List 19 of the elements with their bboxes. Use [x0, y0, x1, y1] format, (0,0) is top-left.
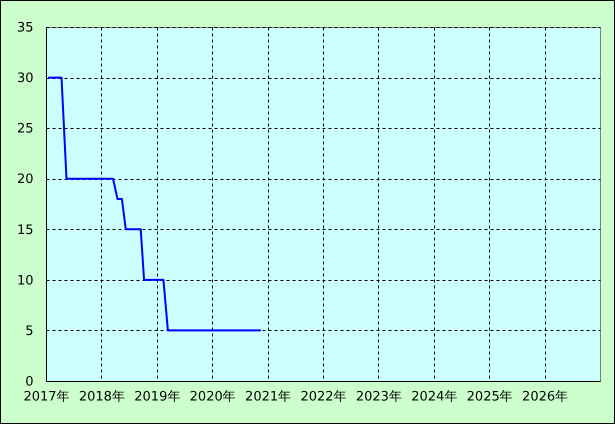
y-tick-label: 20: [16, 172, 34, 188]
x-tick-label: 2022年: [300, 390, 347, 404]
x-tick-label: 2021年: [245, 390, 292, 404]
y-tick-label: 25: [16, 122, 34, 137]
x-tick-label: 2020年: [190, 390, 236, 404]
x-tick-label: 2023年: [356, 390, 402, 404]
y-tick-label: 35: [16, 20, 34, 36]
x-tick-label: 2024年: [411, 390, 458, 404]
x-tick-label: 2025年: [466, 390, 513, 404]
y-tick-label: 0: [25, 374, 34, 390]
x-tick-label: 2026年: [522, 390, 568, 404]
line-series: [47, 76, 262, 332]
x-tick-label: 2018年: [78, 390, 125, 404]
y-tick-label: 5: [25, 324, 34, 339]
y-tick-label: 15: [16, 222, 34, 238]
x-tick-label: 2019年: [134, 390, 180, 404]
x-tick-label: 2017年: [23, 390, 70, 404]
y-tick-label: 30: [16, 71, 34, 86]
y-tick-label: 10: [16, 273, 34, 288]
